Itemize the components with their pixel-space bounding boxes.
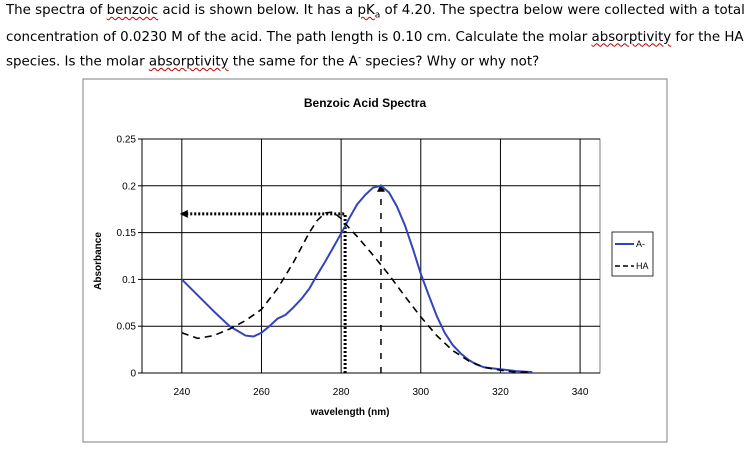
chart-title: Benzoic Acid Spectra: [304, 96, 427, 110]
spelling-flag-benzoic: benzoic: [106, 3, 159, 18]
pk-symbol: pK: [357, 3, 375, 18]
gridlines: [141, 138, 601, 374]
spelling-flag-absorptivity: absorptivity: [591, 29, 672, 45]
legend-label: HA: [636, 261, 649, 271]
question-segment: for the HA species. Is the molar: [6, 29, 744, 70]
question-segment: The spectra of: [6, 3, 107, 18]
series-line-ha: [181, 211, 533, 373]
x-tick-label: 260: [253, 387, 270, 398]
y-tick-label: 0.1: [122, 275, 136, 286]
axes: 0 0.05 0.1 0.15 0.2 0.25 240 260 280 300 320 340: [117, 135, 600, 398]
y-axis-title: Absorbance: [93, 232, 104, 290]
legend-label: A-: [636, 239, 645, 249]
question-segment: the same for the A: [228, 54, 358, 70]
question-text: The spectra of benzoic acid is shown bel…: [6, 0, 751, 72]
x-axis-title: wavelength (nm): [310, 407, 390, 418]
y-tick-label: 0: [130, 369, 136, 380]
x-tick-label: 300: [412, 387, 429, 398]
dotted-arrow: [179, 209, 347, 373]
x-tick-label: 340: [572, 387, 589, 398]
pk-subscript: a: [374, 10, 381, 21]
annotations: [179, 183, 385, 373]
x-tick-label: 280: [333, 387, 350, 398]
question-segment: species? Why or why not?: [361, 54, 540, 70]
question-segment: of 4.20. The spectra below were collecte…: [6, 3, 745, 45]
x-tick-label: 320: [492, 387, 509, 398]
y-tick-label: 0.25: [117, 135, 137, 146]
x-tick-label: 240: [173, 387, 190, 398]
y-tick-label: 0.2: [122, 181, 136, 192]
legend: A- HA: [611, 231, 654, 277]
spelling-flag-absorptivity: absorptivity: [148, 54, 229, 70]
spelling-flag-pka: pKa: [357, 3, 381, 21]
series-lines: [181, 184, 533, 374]
anion-superscript: -: [357, 52, 362, 63]
series-line-a: [181, 184, 533, 374]
question-segment: acid is shown below. It has a: [158, 3, 358, 18]
y-tick-label: 0.05: [117, 322, 137, 333]
legend-box: [611, 231, 654, 277]
y-tick-label: 0.15: [117, 228, 137, 239]
plot-area: [141, 138, 601, 374]
